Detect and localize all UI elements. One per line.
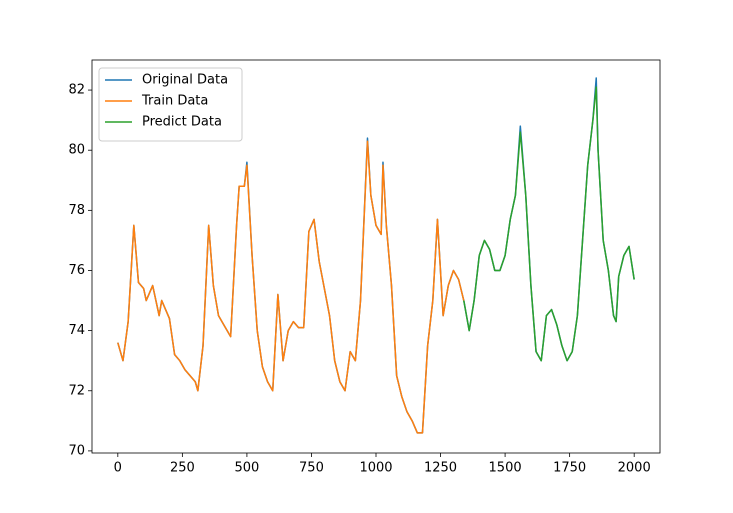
y-tick-label: 70 [68, 443, 85, 458]
y-tick-label: 74 [68, 323, 85, 338]
x-tick-label: 1750 [553, 461, 586, 476]
x-tick-label: 500 [234, 461, 259, 476]
x-tick-label: 1250 [424, 461, 457, 476]
legend-box [98, 67, 243, 142]
legend: Original Data Train Data Predict Data [98, 67, 243, 142]
y-tick-label: 82 [68, 83, 85, 98]
y-tick-label: 76 [68, 263, 85, 278]
y-tick-label: 80 [68, 143, 85, 158]
data-line [117, 140, 465, 434]
legend-label: Predict Data [142, 115, 222, 130]
x-tick-label: 750 [299, 461, 324, 476]
x-tick-label: 0 [114, 461, 122, 476]
x-tick-label: 1000 [359, 461, 392, 476]
legend-label: Train Data [141, 94, 208, 109]
data-line [463, 86, 635, 362]
y-tick-label: 78 [68, 203, 85, 218]
y-tick-label: 72 [68, 383, 85, 398]
x-tick-label: 250 [170, 461, 195, 476]
x-tick-label: 1500 [489, 461, 522, 476]
legend-label: Original Data [142, 73, 228, 88]
x-tick-label: 2000 [618, 461, 651, 476]
plot-frame [91, 59, 661, 454]
